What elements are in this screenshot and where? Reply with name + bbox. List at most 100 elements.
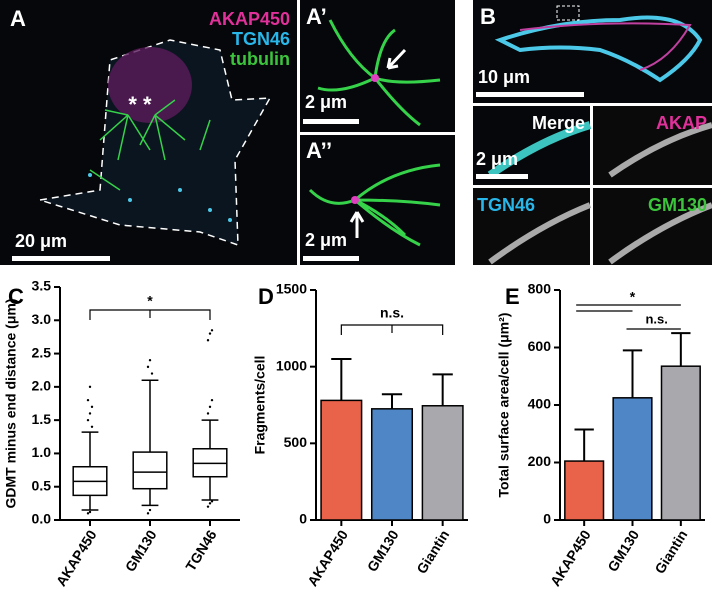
y-axis-label: GDMT minus end distance (μm): [3, 298, 19, 508]
significance-label: n.s.: [645, 311, 667, 326]
outlier: [146, 365, 150, 369]
centrosome: [351, 196, 359, 204]
outlier: [148, 359, 152, 362]
golgi-dots: [88, 173, 232, 222]
x-tick-label: GM130: [122, 527, 160, 575]
panel-letter: A’’: [306, 138, 332, 163]
outlier: [210, 398, 214, 402]
x-tick-label: Giantin: [413, 527, 452, 576]
golgi: [608, 202, 712, 265]
scale-label: 2 μm: [305, 230, 347, 250]
outlier: [86, 398, 90, 402]
outlier: [88, 510, 92, 514]
golgi: [608, 122, 712, 178]
channel-label: TGN46: [477, 195, 535, 215]
image-b: [473, 0, 712, 103]
significance-bracket: [89, 309, 211, 320]
scale-label: 10 μm: [478, 67, 530, 87]
box: [132, 451, 168, 490]
panel-letter: B: [480, 4, 496, 29]
outlier: [206, 339, 210, 342]
outlier: [208, 332, 212, 335]
panel-letter: E: [505, 284, 520, 309]
y-axis-label: Fragments/cell: [252, 356, 268, 455]
significance-bracket: [340, 324, 444, 335]
outlier: [146, 512, 150, 515]
bar: [612, 397, 653, 521]
legend-label: tubulin: [230, 49, 290, 69]
bar: [660, 365, 701, 521]
y-tick-label: 500: [284, 434, 308, 450]
y-tick-label: 0: [299, 511, 307, 527]
centrosome: [371, 74, 379, 82]
panel-letter: C: [8, 284, 24, 309]
outlier: [210, 500, 214, 503]
y-tick-label: 0: [543, 511, 551, 527]
y-tick-label: 0.5: [32, 477, 52, 493]
outlier: [206, 505, 210, 508]
significance-label: *: [630, 289, 636, 305]
outlier: [208, 502, 212, 505]
y-tick-label: 200: [528, 453, 552, 469]
outlier: [150, 372, 154, 375]
outlier: [148, 508, 152, 512]
y-tick-label: 2.0: [32, 378, 52, 394]
scale-bar: [476, 92, 584, 97]
bar: [564, 460, 605, 521]
golgi: [519, 22, 692, 71]
y-tick-label: 3.0: [32, 311, 52, 327]
scale-bar: [476, 174, 528, 179]
asterisks: * *: [128, 92, 152, 117]
image-tgn46: [473, 188, 590, 265]
y-tick-label: 0.0: [32, 511, 52, 527]
channel-label: Merge: [532, 113, 585, 133]
inset-box: [556, 5, 580, 21]
image-gm130: [593, 188, 712, 265]
outlier: [88, 412, 92, 415]
microtubules: [308, 163, 441, 247]
significance-label: n.s.: [380, 305, 404, 321]
legend-label: TGN46: [232, 29, 290, 49]
y-tick-label: 1500: [276, 281, 307, 297]
scale-label: 2 μm: [305, 92, 347, 112]
microtubules: [317, 19, 441, 127]
nucleus: [108, 47, 192, 123]
y-tick-label: 1.5: [32, 411, 52, 427]
bar: [320, 399, 363, 521]
bar: [421, 405, 464, 521]
y-tick-label: 600: [528, 338, 552, 354]
x-tick-label: AKAP450: [304, 527, 351, 589]
channel-label: GM130: [648, 195, 707, 215]
panel-letter: A’: [306, 4, 327, 29]
arrow: [349, 211, 365, 238]
scale-label: 2 μm: [476, 149, 518, 169]
outlier: [90, 405, 94, 409]
scale-bar: [12, 256, 110, 261]
x-tick-label: Giantin: [651, 527, 690, 576]
channel-label: AKAP: [656, 113, 707, 133]
golgi: [487, 121, 592, 179]
significance-label: *: [147, 293, 153, 309]
outlier: [206, 412, 210, 415]
outlier: [88, 385, 92, 389]
y-tick-label: 1.0: [32, 444, 52, 460]
panel-letter: A: [10, 6, 26, 31]
x-tick-label: GM130: [604, 527, 642, 575]
bar: [370, 408, 414, 521]
panel-letter: D: [258, 284, 274, 309]
outlier: [208, 405, 212, 409]
outlier: [90, 425, 94, 428]
arrow: [386, 48, 407, 70]
x-tick-label: GM130: [364, 527, 402, 575]
y-axis-label: Total surface area/cell (μm²): [496, 313, 512, 498]
y-tick-label: 800: [528, 281, 552, 297]
scale-bar: [303, 256, 359, 261]
x-tick-label: AKAP450: [53, 527, 100, 589]
outlier: [210, 329, 214, 332]
microtubules: [89, 99, 211, 191]
legend-label: AKAP450: [209, 9, 290, 29]
x-tick-label: TGN46: [182, 527, 220, 574]
x-tick-label: AKAP450: [547, 527, 594, 589]
y-tick-label: 3.5: [32, 278, 52, 294]
scale-bar: [303, 119, 359, 124]
